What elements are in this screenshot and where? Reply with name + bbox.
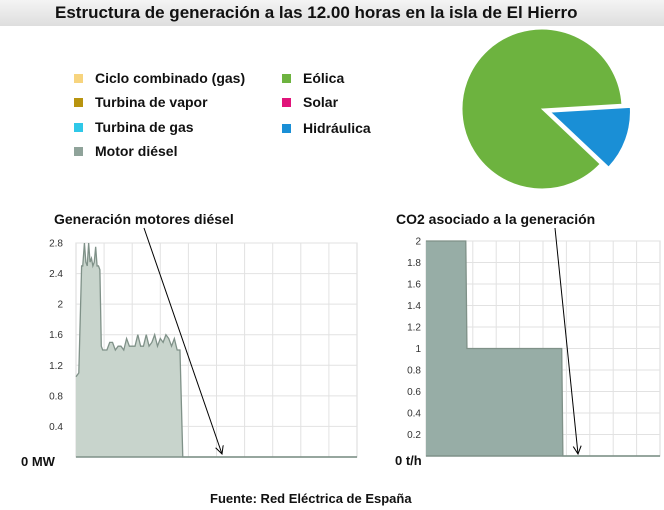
legend-swatch-ciclo-combinado [74,74,83,83]
legend-swatch-hidraulica [282,124,291,133]
y-tick-label: 1.4 [407,301,421,312]
legend-label: Eólica [303,70,345,86]
legend-label: Turbina de vapor [95,94,208,110]
diesel-chart-title: Generación motores diésel [54,211,234,227]
zero-label: 0 t/h [395,453,422,468]
y-tick-label: 1.2 [49,361,63,372]
y-tick-label: 1.6 [49,330,63,341]
legend-swatch-solar [282,98,291,107]
y-tick-label: 0.4 [407,409,421,420]
annotation-arrows [143,227,578,454]
y-tick-label: 0.8 [49,391,63,402]
y-tick-label: 0.6 [407,387,421,398]
legend-swatch-motor-diesel [74,147,83,156]
legend-swatch-turbina-vapor [74,98,83,107]
legend-label: Motor diésel [95,143,178,159]
source-note: Fuente: Red Eléctrica de España [210,491,412,506]
y-tick-label: 1 [415,344,421,355]
legend-label: Hidráulica [303,120,371,136]
y-tick-label: 0.4 [49,422,63,433]
y-tick-label: 2 [57,300,63,311]
page-title: Estructura de generación a las 12.00 hor… [55,3,578,22]
series-line [426,240,660,457]
pie-slice-eolica [461,28,623,190]
legend-label: Solar [303,94,339,110]
y-tick-label: 2.4 [49,269,63,280]
y-tick-label: 0.2 [407,430,421,441]
area-series [76,243,357,457]
y-tick-label: 1.2 [407,323,421,334]
pie-slice-hidraulica [549,106,631,168]
co2-area-chart: 2 1.8 1.6 1.4 1.2 1 0.8 0.6 0.4 0.2 0 t/h [395,237,661,468]
y-tick-label: 1.8 [407,258,421,269]
legend-swatch-turbina-gas [74,123,83,132]
annotation-arrow [554,227,578,454]
y-tick-label: 0.8 [407,366,421,377]
y-tick-label: 2 [415,237,421,248]
co2-chart-title: CO2 asociado a la generación [396,211,596,227]
zero-label: 0 MW [21,454,56,469]
legend-swatch-eolica [282,74,291,83]
title-bar [0,0,664,26]
pie-chart [461,28,631,190]
annotation-arrow [143,227,222,454]
legend-label: Turbina de gas [95,119,194,135]
y-tick-label: 1.6 [407,280,421,291]
y-tick-label: 2.8 [49,239,63,250]
diesel-area-chart: 2.8 2.4 2 1.6 1.2 0.8 0.4 0 MW [21,239,358,469]
legend-label: Ciclo combinado (gas) [95,70,246,86]
